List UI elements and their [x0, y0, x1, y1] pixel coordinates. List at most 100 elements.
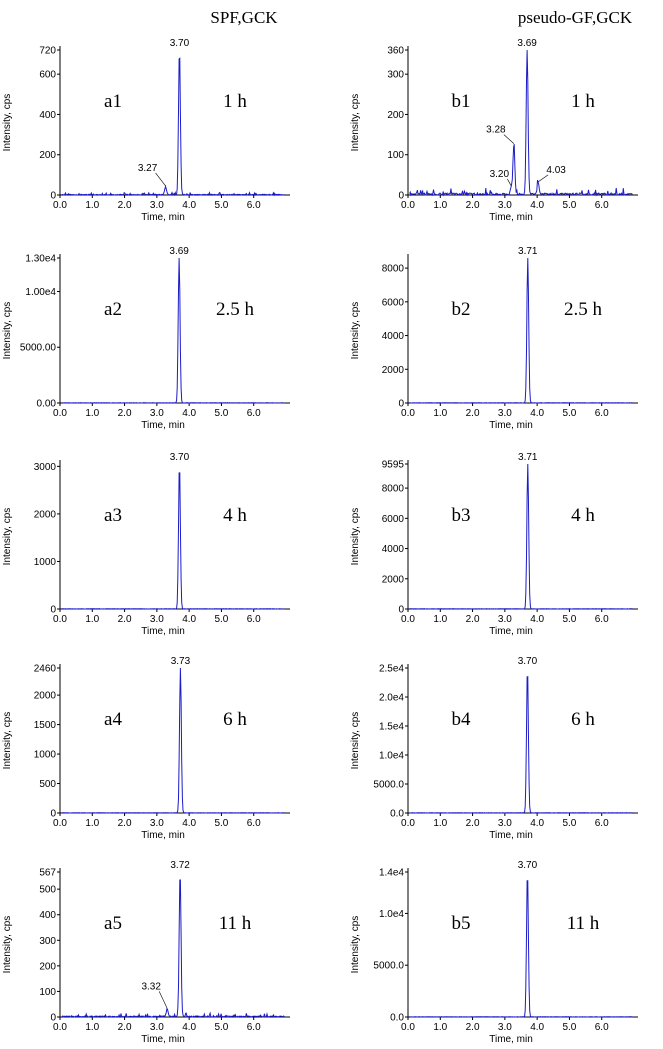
chromatogram-trace [409, 880, 633, 1018]
peak-label: 3.73 [171, 656, 191, 667]
y-tick-label: 2460 [34, 664, 57, 675]
panel-id-label: a2 [104, 299, 122, 320]
y-tick-label: 8000 [382, 484, 405, 495]
x-tick-label: 1.0 [85, 200, 99, 211]
panel-time-label: 4 h [223, 505, 247, 526]
x-tick-label: 1.0 [433, 408, 447, 419]
y-tick-label: 9595 [382, 460, 405, 471]
y-tick-label: 5000.0 [373, 780, 404, 791]
x-tick-label: 2.0 [118, 614, 132, 625]
x-axis-title: Time, min [489, 212, 533, 223]
y-axis-title: Intensity, cps [2, 916, 13, 974]
x-tick-label: 4.0 [182, 408, 196, 419]
panel-time-label: 2.5 h [216, 299, 255, 320]
peak-label: 3.27 [138, 163, 158, 174]
chromatogram-trace [409, 257, 633, 404]
x-tick-label: 0.0 [401, 818, 415, 829]
x-tick-label: 5.0 [214, 408, 228, 419]
peak-label: 4.03 [546, 165, 566, 176]
x-tick-label: 1.0 [85, 408, 99, 419]
x-tick-label: 4.0 [530, 1022, 544, 1033]
x-tick-label: 0.0 [53, 818, 67, 829]
peak-label: 3.71 [518, 246, 538, 257]
peak-label: 3.70 [170, 452, 190, 463]
y-tick-label: 0 [398, 399, 404, 410]
y-tick-label: 5000.0 [373, 961, 404, 972]
x-tick-label: 6.0 [247, 408, 261, 419]
x-tick-label: 3.0 [498, 200, 512, 211]
y-tick-label: 200 [39, 150, 56, 161]
y-axis-title: Intensity, cps [350, 508, 361, 566]
peak-leader-line [503, 134, 515, 144]
x-tick-label: 1.0 [85, 1022, 99, 1033]
y-tick-label: 1.30e4 [25, 254, 56, 265]
y-tick-label: 1.4e4 [379, 868, 404, 879]
x-tick-label: 6.0 [247, 200, 261, 211]
x-tick-label: 5.0 [562, 408, 576, 419]
peak-label: 3.32 [141, 981, 161, 992]
panel-time-label: 11 h [219, 913, 252, 934]
y-tick-label: 2.5e4 [379, 664, 404, 675]
column-title-pseudo-gf: pseudo-GF,GCK [518, 8, 633, 27]
x-tick-label: 2.0 [466, 1022, 480, 1033]
x-tick-label: 5.0 [214, 614, 228, 625]
x-tick-label: 3.0 [150, 818, 164, 829]
chart-panel-b4: 0.0 1.0 2.0 3.0 4.0 5.0 6.0 0.0 5000.0 1.0e4 1.5e4… [350, 656, 638, 841]
chromatogram-trace [61, 57, 285, 197]
y-tick-label: 2000 [382, 365, 405, 376]
panel-id-label: b2 [452, 299, 471, 320]
y-tick-label: 0 [50, 191, 56, 202]
panel-id-label: b1 [452, 91, 471, 112]
x-axis-title: Time, min [141, 420, 185, 431]
panel-id-label: b5 [452, 913, 471, 934]
y-tick-label: 0 [398, 605, 404, 616]
x-tick-label: 1.0 [85, 614, 99, 625]
peak-leader-line [155, 172, 166, 187]
chart-panel-b3: 0.0 1.0 2.0 3.0 4.0 5.0 6.0 0 2000 4000 6000 8000 95… [350, 452, 638, 637]
chromatogram-trace [409, 463, 633, 610]
x-axis-title: Time, min [141, 830, 185, 841]
y-tick-label: 400 [39, 110, 56, 121]
y-tick-label: 4000 [382, 331, 405, 342]
x-tick-label: 3.0 [150, 1022, 164, 1033]
x-tick-label: 4.0 [182, 1022, 196, 1033]
chart-panel-a1: 0.0 1.0 2.0 3.0 4.0 5.0 6.0 0 200 400 600 720 Time, … [2, 38, 290, 223]
y-tick-label: 4000 [382, 544, 405, 555]
panel-id-label: b4 [452, 709, 472, 730]
x-tick-label: 0.0 [53, 200, 67, 211]
chromatogram-trace [61, 667, 285, 814]
x-tick-label: 2.0 [466, 408, 480, 419]
x-tick-label: 3.0 [498, 818, 512, 829]
peak-label: 3.20 [490, 169, 510, 180]
x-tick-label: 2.0 [118, 1022, 132, 1033]
y-tick-label: 2000 [382, 574, 405, 585]
x-tick-label: 0.0 [401, 1022, 415, 1033]
chart-panel-b2: 0.0 1.0 2.0 3.0 4.0 5.0 6.0 0 2000 4000 6000 8000 Ti… [350, 246, 638, 431]
y-tick-label: 200 [387, 110, 404, 121]
y-tick-label: 720 [39, 46, 56, 57]
x-tick-label: 2.0 [118, 818, 132, 829]
y-tick-label: 0 [398, 191, 404, 202]
x-axis-title: Time, min [141, 626, 185, 637]
panel-id-label: a4 [104, 709, 122, 730]
x-tick-label: 3.0 [150, 200, 164, 211]
y-tick-label: 3000 [34, 462, 57, 473]
x-tick-label: 6.0 [595, 200, 609, 211]
y-tick-label: 200 [39, 961, 56, 972]
y-tick-label: 2000 [34, 691, 57, 702]
column-title-spf: SPF,GCK [210, 8, 278, 27]
x-tick-label: 6.0 [595, 408, 609, 419]
x-axis-title: Time, min [489, 830, 533, 841]
y-axis-title: Intensity, cps [350, 94, 361, 152]
y-tick-label: 0 [50, 605, 56, 616]
chart-panel-a4: 0.0 1.0 2.0 3.0 4.0 5.0 6.0 0 500 1000 1500 2000 246… [2, 656, 290, 841]
x-tick-label: 1.0 [433, 1022, 447, 1033]
y-tick-label: 1500 [34, 720, 57, 731]
x-tick-label: 3.0 [498, 614, 512, 625]
panel-id-label: a1 [104, 91, 122, 112]
x-tick-label: 6.0 [595, 1022, 609, 1033]
peak-label: 3.72 [170, 860, 190, 871]
x-tick-label: 3.0 [150, 408, 164, 419]
y-axis-title: Intensity, cps [350, 916, 361, 974]
panel-time-label: 6 h [223, 709, 247, 730]
